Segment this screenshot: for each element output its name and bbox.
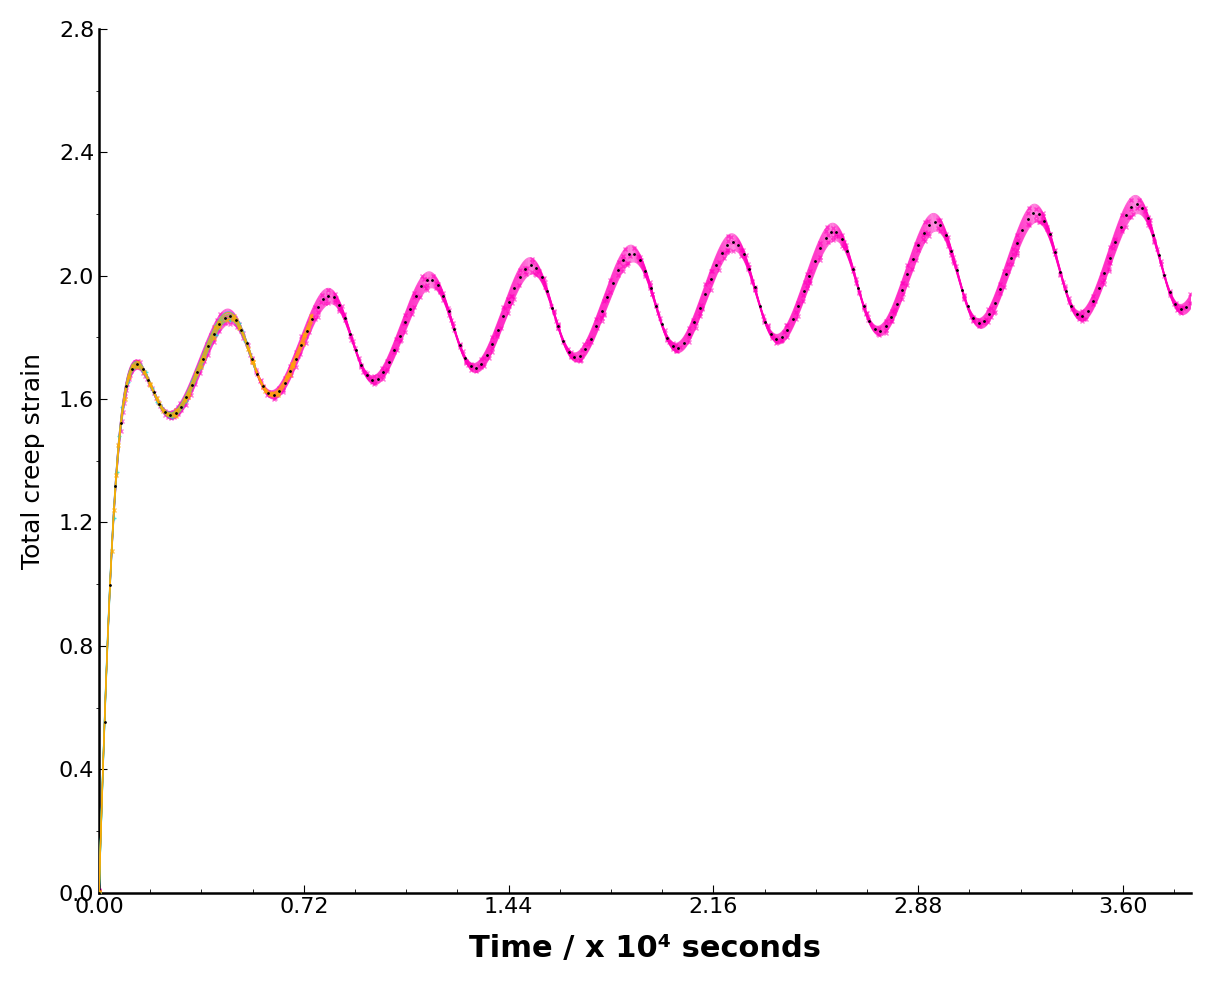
Y-axis label: Total creep strain: Total creep strain <box>21 352 45 569</box>
X-axis label: Time / x 10⁴ seconds: Time / x 10⁴ seconds <box>469 934 821 963</box>
